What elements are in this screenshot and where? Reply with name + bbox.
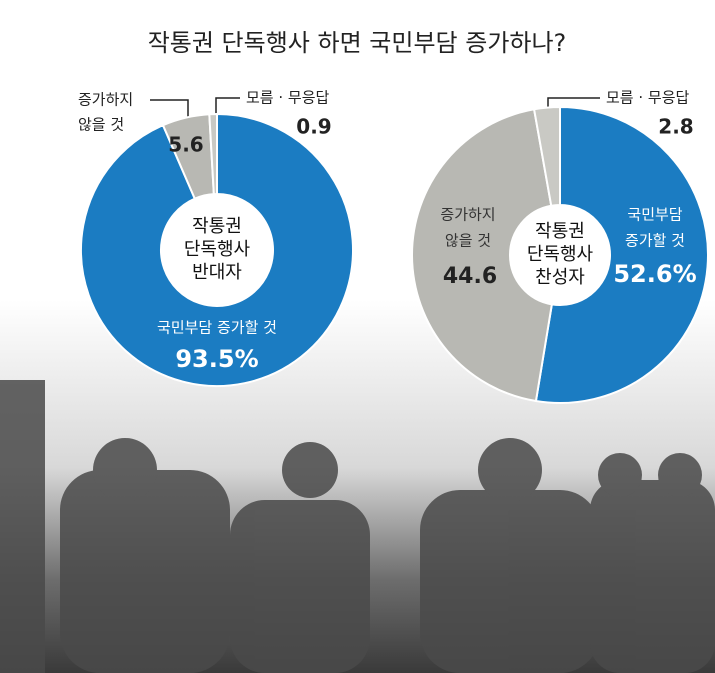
category-label: 모름 · 무응답 [246,89,330,107]
category-label: 모름 · 무응답 [606,89,690,107]
value-label: 5.6 [168,133,203,157]
value-label: 2.8 [658,115,693,139]
value-label: 0.9 [296,115,331,139]
value-label: 93.5% [175,345,258,373]
value-label: 44.6 [443,264,497,289]
page: 작통권 단독행사 하면 국민부담 증가하나? 작통권단독행사반대자국민부담 증가… [0,0,715,673]
center-label: 작통권 [192,216,242,237]
category-label: 않을 것 [78,116,124,134]
category-label: 증가하지 [78,91,133,109]
category-label: 않을 것 [445,232,491,250]
center-label: 반대자 [192,262,242,283]
center-label: 단독행사 [184,239,251,260]
infographic: 작통권 단독행사 하면 국민부담 증가하나? 작통권단독행사반대자국민부담 증가… [0,0,715,673]
value-label: 52.6% [613,260,696,288]
title: 작통권 단독행사 하면 국민부담 증가하나? [148,29,567,57]
center-label: 작통권 [535,221,585,242]
category-label: 국민부담 증가할 것 [157,319,277,337]
category-label: 국민부담 [627,206,682,224]
center-label: 단독행사 [527,244,594,265]
category-label: 증가할 것 [625,232,685,250]
center-label: 찬성자 [535,267,585,288]
category-label: 증가하지 [440,206,495,224]
